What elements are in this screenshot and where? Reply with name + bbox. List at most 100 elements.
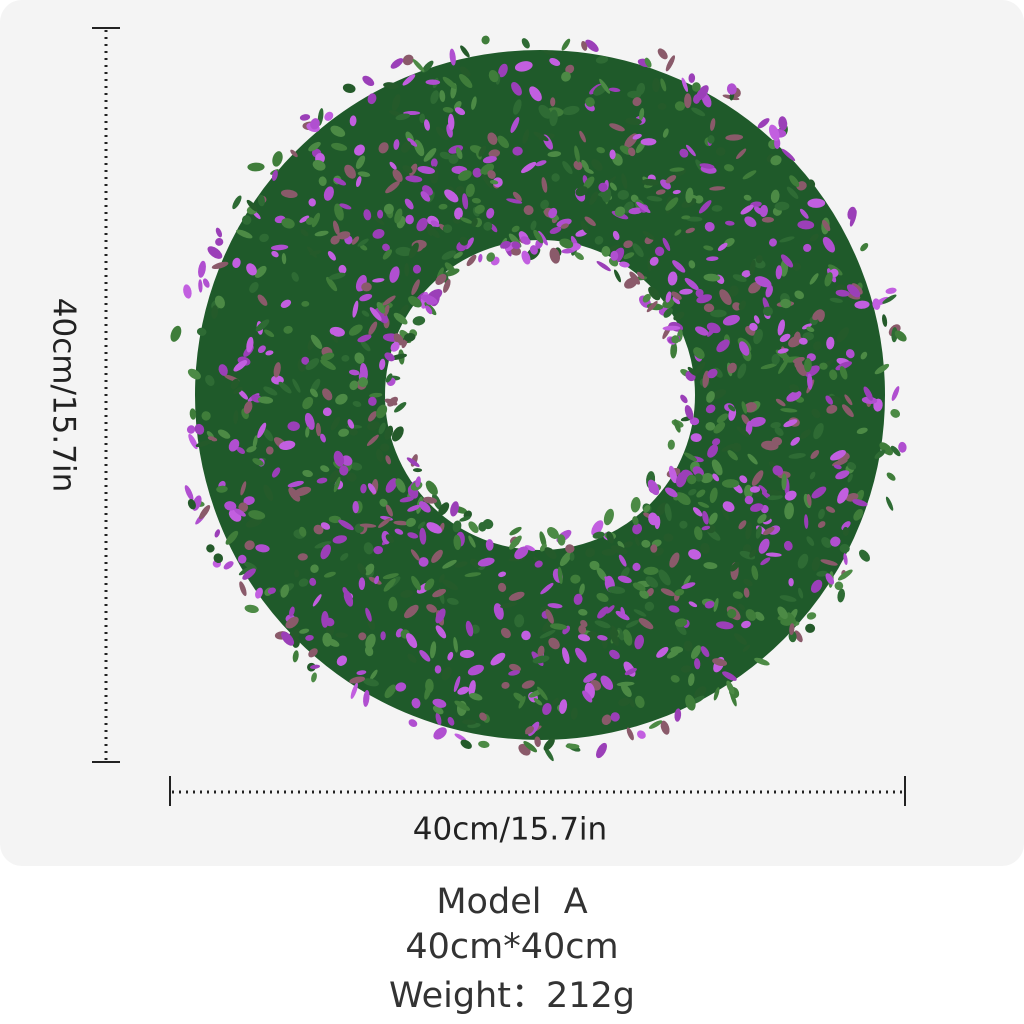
leaf [600, 675, 614, 690]
leaf [665, 55, 676, 72]
leaf [885, 287, 897, 294]
leaf [520, 236, 531, 245]
leaf [822, 219, 831, 232]
leaf [384, 684, 397, 699]
leaf [569, 552, 575, 561]
leaf [837, 569, 853, 581]
leaf [706, 322, 721, 334]
leaf [701, 525, 711, 531]
leaf [579, 130, 586, 143]
leaf [188, 433, 198, 450]
leaf [453, 251, 463, 259]
leaf [402, 74, 416, 86]
leaf [810, 450, 820, 459]
leaf [521, 250, 531, 265]
leaf [350, 682, 358, 699]
leaf [327, 251, 336, 261]
leaf [333, 177, 347, 186]
leaf [237, 554, 247, 564]
leaf [632, 516, 639, 526]
leaf [472, 167, 482, 178]
leaf [438, 203, 448, 210]
leaf [549, 109, 558, 127]
leaf [324, 617, 335, 627]
leaf [780, 298, 792, 309]
leaf [369, 392, 383, 398]
leaf [820, 559, 838, 566]
leaf [322, 388, 333, 401]
leaf [667, 271, 678, 286]
leaf [255, 319, 270, 332]
leaf [665, 291, 672, 303]
leaf [632, 97, 642, 107]
leaf [419, 113, 426, 124]
leaf [342, 586, 348, 595]
leaf [674, 589, 685, 596]
leaf [425, 305, 433, 315]
leaf [511, 81, 522, 96]
leaf [736, 148, 747, 160]
leaf [662, 297, 675, 309]
leaf [689, 417, 700, 426]
leaf [403, 332, 416, 342]
leaf [760, 557, 771, 566]
leaf [412, 316, 426, 326]
leaf [383, 203, 394, 215]
leaf [812, 341, 822, 351]
leaf [514, 614, 525, 628]
leaf [335, 632, 348, 639]
leaf [710, 118, 716, 131]
leaf [468, 680, 476, 697]
leaf [211, 305, 219, 319]
leaf [333, 450, 345, 467]
leaf [643, 504, 651, 513]
leaf [729, 690, 737, 707]
leaf [540, 199, 550, 210]
leaf [283, 325, 293, 334]
leaf [512, 99, 522, 115]
leaf [460, 739, 472, 749]
leaf [498, 571, 507, 578]
leaf [376, 404, 388, 419]
leaf [825, 506, 836, 513]
leaf [383, 82, 399, 90]
leaf [435, 712, 442, 726]
leaf [694, 526, 703, 541]
leaf [482, 155, 497, 164]
leaf [432, 698, 447, 708]
leaf [719, 289, 732, 305]
leaf [704, 600, 715, 609]
leaf [722, 501, 735, 512]
leaf [339, 465, 349, 476]
leaf [425, 79, 441, 85]
leaf [655, 189, 666, 195]
leaf [357, 238, 369, 247]
leaf [543, 738, 555, 751]
leaf [789, 623, 795, 636]
leaf [674, 708, 682, 722]
leaf [596, 261, 611, 272]
leaf [684, 277, 699, 291]
leaf [581, 159, 590, 171]
leaf [407, 532, 419, 539]
leaf [263, 428, 274, 442]
leaf [636, 271, 645, 280]
leaf [679, 520, 688, 529]
leaf [238, 502, 249, 513]
leaf [416, 217, 428, 232]
leaf [478, 145, 487, 157]
leaf [709, 186, 726, 191]
leaf [336, 655, 348, 666]
leaf [699, 163, 715, 169]
leaf [543, 50, 557, 56]
leaf [408, 719, 418, 727]
leaf [591, 520, 604, 536]
leaf [636, 201, 651, 214]
leaf [326, 276, 338, 292]
leaf [537, 686, 548, 701]
leaf [394, 402, 407, 413]
width-label: 40cm/15.7in [413, 812, 607, 848]
leaf [187, 368, 201, 380]
leaf [441, 250, 456, 260]
leaf [392, 169, 403, 183]
